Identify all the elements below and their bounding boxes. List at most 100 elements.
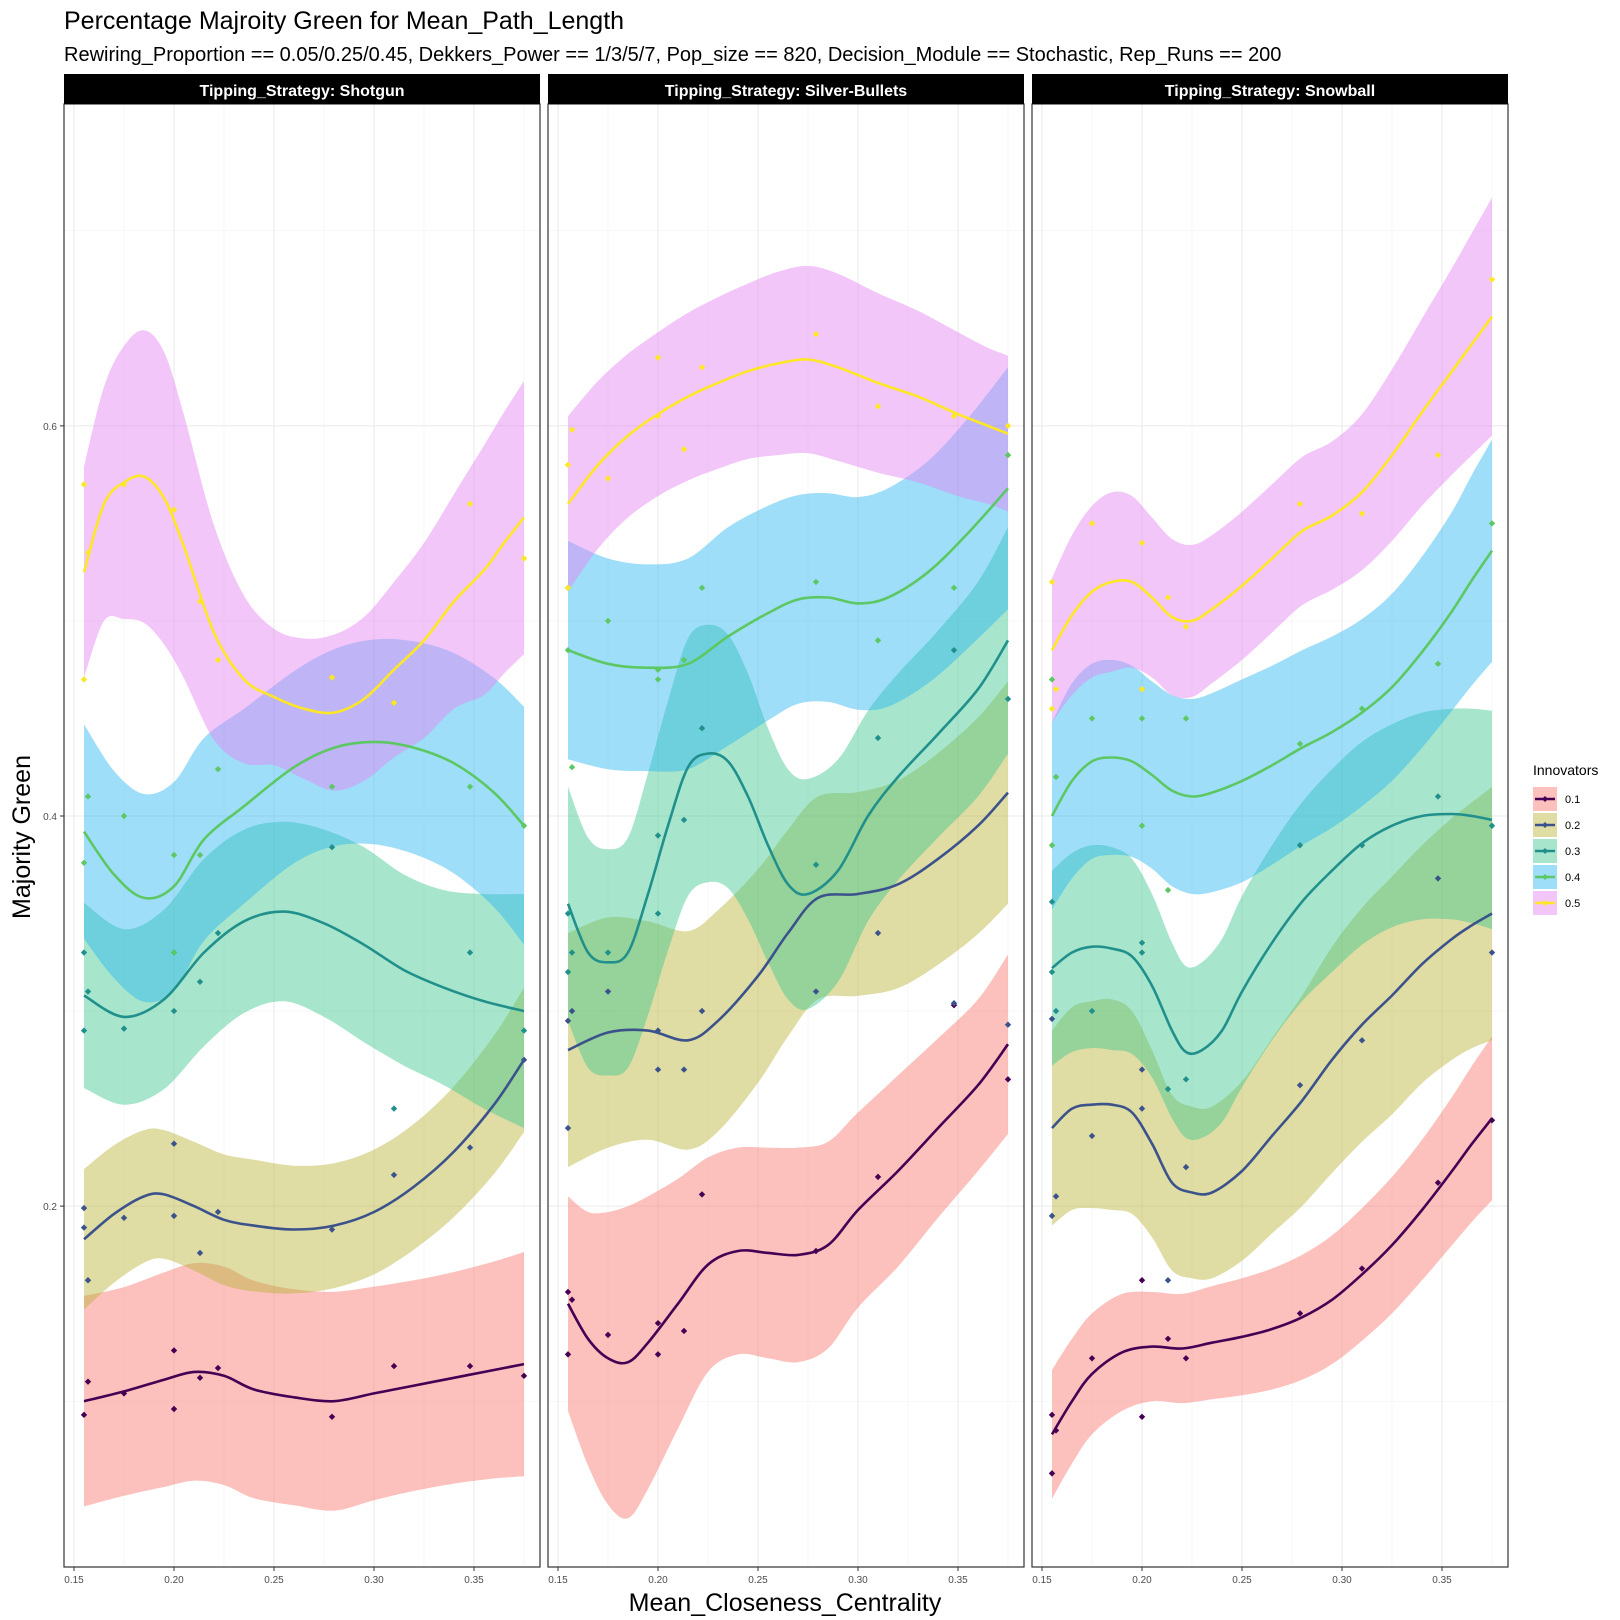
data-point [604, 475, 612, 482]
legend-title: Innovators [1533, 762, 1598, 778]
y-tick-label: 0.6 [43, 422, 57, 433]
data-point [328, 674, 336, 681]
data-point [654, 1319, 662, 1327]
x-tick-label: 0.25 [1232, 1575, 1252, 1586]
y-tick-label: 0.2 [43, 1202, 57, 1213]
data-point [874, 734, 882, 742]
data-point [680, 1066, 688, 1073]
data-point [874, 637, 882, 644]
data-point [1048, 676, 1056, 683]
x-tick-label: 0.30 [848, 1575, 868, 1586]
smooth-line-0.5 [82, 474, 526, 715]
data-point [1138, 1277, 1146, 1284]
data-point [1088, 1355, 1096, 1362]
data-point [1488, 949, 1496, 956]
smooth-line-0.2 [1051, 912, 1493, 1196]
data-point [564, 1124, 572, 1132]
x-tick-label: 0.15 [1032, 1575, 1052, 1586]
facet-shotgun: Tipping_Strategy: Shotgun 0.15 0.20 0.25 0.3… [43, 74, 541, 1586]
data-point [214, 656, 222, 664]
data-point [1048, 842, 1056, 849]
facet-strip-label: Tipping_Strategy: Silver-Bullets [665, 83, 908, 100]
data-point [564, 584, 572, 591]
data-point [80, 859, 88, 867]
data-point [84, 549, 92, 556]
data-point [80, 1224, 88, 1231]
data-point [1052, 1193, 1060, 1200]
data-point [196, 1374, 204, 1381]
data-point [1434, 451, 1442, 459]
data-point [654, 910, 662, 917]
smooth-line-0.3 [566, 639, 1010, 964]
data-point [812, 988, 820, 995]
legend-key-point [1542, 848, 1548, 854]
data-point [568, 1296, 576, 1303]
data-point [654, 354, 662, 361]
data-point [390, 1362, 398, 1370]
x-tick-label: 0.25 [748, 1575, 768, 1586]
data-point [1052, 1427, 1060, 1434]
chart-title: Percentage Majroity Green for Mean_Path_… [64, 7, 624, 35]
data-point [950, 412, 958, 420]
data-point [196, 598, 204, 605]
legend-key-point [1542, 822, 1548, 828]
x-tick-label: 0.30 [364, 1575, 384, 1586]
data-point [520, 1372, 528, 1380]
legend: Innovators 0.1 0.2 0.3 0.4 0.5 [1533, 762, 1598, 915]
confidence-band-0.3 [568, 527, 1008, 1076]
data-point [1138, 539, 1146, 547]
data-point [680, 446, 688, 453]
data-point [170, 851, 178, 859]
legend-label: 0.4 [1565, 872, 1580, 884]
data-point [1088, 1132, 1096, 1140]
data-point [1488, 276, 1496, 283]
data-point [120, 1390, 128, 1397]
legend-key-point [1542, 796, 1548, 802]
data-point [950, 584, 958, 591]
data-point [80, 949, 88, 956]
data-point [170, 1347, 178, 1354]
x-tick-label: 0.25 [264, 1575, 284, 1586]
data-point [214, 1208, 222, 1216]
panel-background [64, 104, 540, 1567]
data-point [520, 1056, 528, 1064]
data-point [520, 822, 528, 829]
data-point [84, 1378, 92, 1385]
data-point [170, 1212, 178, 1220]
data-point [1358, 1037, 1366, 1044]
data-point [1052, 686, 1060, 693]
data-point [698, 1007, 706, 1015]
data-point [328, 1226, 336, 1233]
data-point [170, 1140, 178, 1147]
chart-subtitle: Rewiring_Proportion == 0.05/0.25/0.45, D… [64, 44, 1281, 66]
data-point [812, 330, 820, 338]
data-point [1182, 623, 1190, 630]
data-point [654, 412, 662, 420]
x-tick-label: 0.30 [1332, 1575, 1352, 1586]
data-point [1164, 1085, 1172, 1093]
data-point [196, 1249, 204, 1257]
data-point [1088, 1007, 1096, 1015]
data-point [1164, 886, 1172, 894]
data-point [1138, 949, 1146, 956]
data-point [1358, 842, 1366, 849]
data-point [328, 1413, 336, 1420]
data-point [1004, 695, 1012, 703]
data-point [328, 783, 336, 790]
data-point [466, 949, 474, 956]
smooth-line-0.4 [567, 487, 1009, 670]
data-point [1052, 1007, 1060, 1015]
data-point [520, 555, 528, 562]
legend-key-point [1542, 874, 1548, 880]
data-point [654, 1066, 662, 1073]
data-point [1358, 510, 1366, 517]
data-point [568, 1007, 576, 1015]
data-point [1138, 686, 1146, 693]
data-point [170, 1007, 178, 1015]
data-point [564, 1288, 572, 1296]
confidence-band-0.5 [568, 265, 1008, 592]
data-point [1048, 1015, 1056, 1023]
facet-strip [1032, 74, 1508, 104]
x-tick-label: 0.35 [1432, 1575, 1452, 1586]
legend-label: 0.2 [1565, 820, 1580, 832]
